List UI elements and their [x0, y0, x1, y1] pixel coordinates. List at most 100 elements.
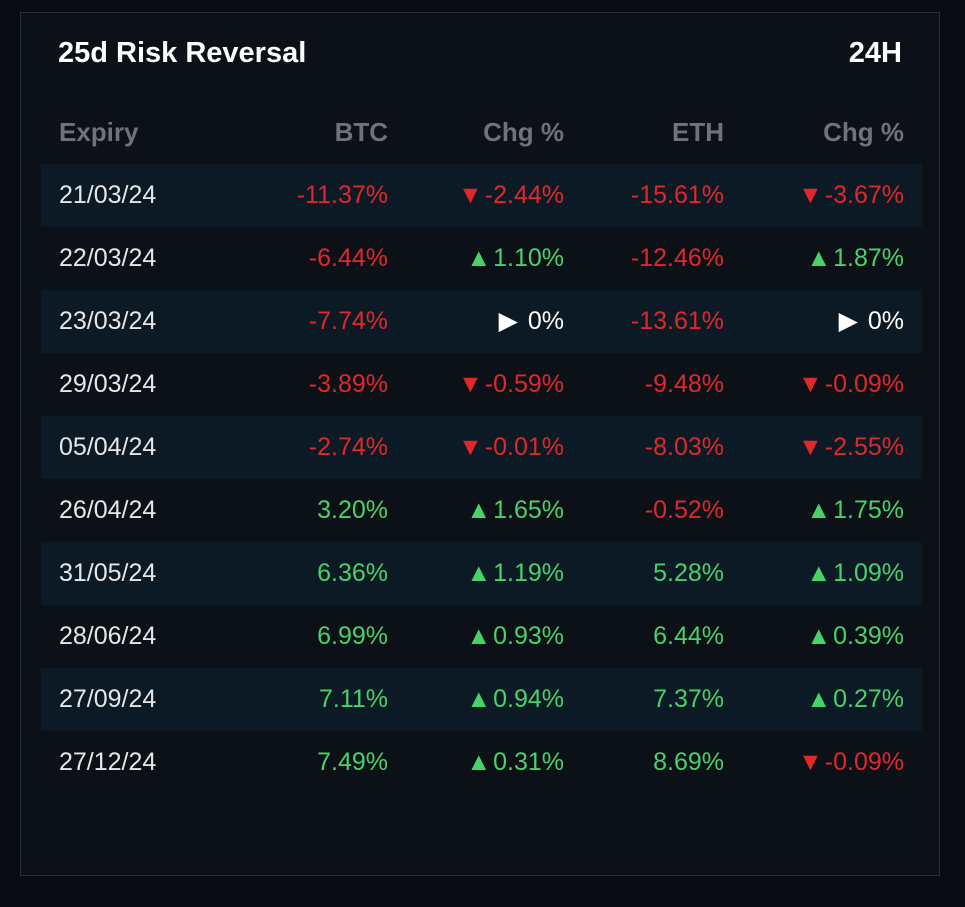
btc-value-cell: -7.74% — [308, 307, 388, 335]
btc-change-cell-text: 1.10% — [493, 244, 564, 272]
eth-change-cell: ▼-0.09% — [798, 731, 904, 794]
triangle-up-icon: ▲ — [806, 622, 832, 650]
btc-change-cell-text: 0.31% — [493, 748, 564, 776]
btc-change-cell: ▼-0.01% — [458, 416, 564, 479]
eth-change-cell-text: 0.27% — [833, 685, 904, 713]
eth-value-cell: 6.44% — [653, 622, 724, 650]
header-btc-change[interactable]: Chg % — [483, 117, 564, 147]
eth-change-cell-text: -0.09% — [824, 370, 904, 398]
btc-value-cell: 7.49% — [317, 748, 388, 776]
eth-change-cell-text: -3.67% — [824, 181, 904, 209]
header-eth[interactable]: ETH — [672, 117, 724, 147]
triangle-up-icon: ▲ — [466, 496, 492, 524]
eth-value-cell: 8.69% — [653, 748, 724, 776]
table-row[interactable]: 21/03/24 -11.37% ▼-2.44% -15.61% ▼-3.67% — [41, 164, 922, 227]
eth-change-cell: ▼-3.67% — [798, 164, 904, 227]
btc-value-cell: 7.11% — [318, 685, 388, 713]
triangle-up-icon: ▲ — [466, 559, 492, 587]
expiry-cell: 31/05/24 — [59, 559, 157, 587]
timeframe-label[interactable]: 24H — [848, 37, 902, 69]
eth-value-cell: -12.46% — [630, 244, 724, 272]
eth-value-cell: -0.52% — [644, 496, 724, 524]
table-row[interactable]: 31/05/24 6.36% ▲1.19% 5.28% ▲1.09% — [41, 542, 922, 605]
eth-change-cell: ▶ 0% — [839, 290, 904, 353]
expiry-cell: 23/03/24 — [59, 307, 157, 335]
triangle-down-icon: ▼ — [798, 748, 823, 776]
triangle-right-icon: ▶ — [498, 307, 518, 335]
table-row[interactable]: 27/09/24 7.11% ▲ 0.94% 7.37% ▲0.27% — [41, 668, 922, 731]
btc-change-cell: ▲1.65% — [466, 479, 564, 542]
expiry-cell: 27/09/24 — [59, 685, 157, 713]
eth-change-cell: ▼-0.09% — [798, 353, 904, 416]
eth-change-cell: ▼-2.55% — [798, 416, 904, 479]
triangle-up-icon: ▲ — [466, 244, 492, 272]
eth-change-cell-text: 1.75% — [833, 496, 904, 524]
table-row[interactable]: 22/03/24 -6.44% ▲1.10% -12.46% ▲1.87% — [41, 227, 922, 290]
btc-change-cell-text: 1.19% — [493, 559, 564, 587]
table-header-row: Expiry BTC Chg % ETH Chg % — [41, 101, 922, 164]
eth-value-cell: -9.48% — [644, 370, 724, 398]
triangle-up-icon: ▲ — [806, 559, 832, 587]
triangle-down-icon: ▼ — [798, 370, 823, 398]
header-expiry[interactable]: Expiry — [59, 117, 139, 147]
btc-change-cell: ▲1.19% — [466, 542, 564, 605]
panel-title: 25d Risk Reversal — [58, 37, 307, 69]
btc-change-cell-text: 1.65% — [493, 496, 564, 524]
eth-change-cell-text: 0.39% — [833, 622, 904, 650]
table-row[interactable]: 05/04/24 -2.74% ▼-0.01% -8.03% ▼-2.55% — [41, 416, 922, 479]
expiry-cell: 29/03/24 — [59, 370, 157, 398]
eth-change-cell: ▲1.09% — [806, 542, 904, 605]
triangle-up-icon: ▲ — [806, 244, 832, 272]
triangle-down-icon: ▼ — [458, 370, 483, 398]
risk-reversal-panel: 25d Risk Reversal 24H Expiry BTC Chg % E… — [20, 12, 940, 876]
expiry-cell: 05/04/24 — [59, 433, 157, 461]
table-row[interactable]: 26/04/24 3.20% ▲1.65% -0.52% ▲1.75% — [41, 479, 922, 542]
eth-change-cell-text: -0.09% — [824, 748, 904, 776]
btc-change-cell-text: 0% — [527, 307, 564, 335]
table-row[interactable]: 27/12/24 7.49% ▲0.31% 8.69% ▼-0.09% — [41, 731, 922, 794]
btc-value-cell: -2.74% — [308, 433, 388, 461]
eth-value-cell: -15.61% — [630, 181, 724, 209]
expiry-cell: 21/03/24 — [59, 181, 157, 209]
triangle-up-icon: ▲ — [466, 622, 492, 650]
btc-change-cell: ▼-0.59% — [458, 353, 564, 416]
btc-change-cell: ▶ 0% — [499, 290, 564, 353]
triangle-up-icon: ▲ — [806, 685, 832, 713]
btc-change-cell-text: -0.01% — [484, 433, 564, 461]
risk-reversal-table: Expiry BTC Chg % ETH Chg % 21/03/24 -11.3… — [41, 101, 922, 794]
expiry-cell: 22/03/24 — [59, 244, 157, 272]
btc-change-cell: ▲0.31% — [466, 731, 564, 794]
btc-change-cell-text: -2.44% — [484, 181, 564, 209]
triangle-up-icon: ▲ — [806, 496, 832, 524]
eth-value-cell: 5.28% — [653, 559, 724, 587]
btc-value-cell: 6.36% — [317, 559, 388, 587]
eth-change-cell-text: 1.09% — [833, 559, 904, 587]
expiry-cell: 27/12/24 — [59, 748, 157, 776]
header-btc[interactable]: BTC — [334, 117, 388, 147]
eth-change-cell-text: 1.87% — [833, 244, 904, 272]
btc-change-cell-text: -0.59% — [484, 370, 564, 398]
triangle-up-icon: ▲ — [466, 748, 492, 776]
table-row[interactable]: 29/03/24 -3.89% ▼-0.59% -9.48% ▼-0.09% — [41, 353, 922, 416]
eth-change-cell-text: 0% — [867, 307, 904, 335]
eth-change-cell: ▲0.39% — [806, 605, 904, 668]
header-eth-change[interactable]: Chg % — [823, 117, 904, 147]
btc-change-cell-text: 0.94% — [493, 685, 564, 713]
btc-value-cell: 3.20% — [317, 496, 388, 524]
triangle-down-icon: ▼ — [798, 433, 823, 461]
expiry-cell: 26/04/24 — [59, 496, 157, 524]
btc-value-cell: -11.37% — [296, 181, 388, 209]
eth-value-cell: 7.37% — [653, 685, 724, 713]
eth-change-cell: ▲0.27% — [806, 668, 904, 731]
btc-value-cell: -6.44% — [308, 244, 388, 272]
btc-change-cell: ▲0.93% — [466, 605, 564, 668]
eth-value-cell: -8.03% — [644, 433, 724, 461]
triangle-right-icon: ▶ — [838, 307, 858, 335]
btc-change-cell: ▼-2.44% — [458, 164, 564, 227]
table-body: 21/03/24 -11.37% ▼-2.44% -15.61% ▼-3.67% 22/0… — [41, 164, 922, 794]
table-row[interactable]: 28/06/24 6.99% ▲0.93% 6.44% ▲0.39% — [41, 605, 922, 668]
triangle-down-icon: ▼ — [458, 181, 483, 209]
btc-change-cell: ▲1.10% — [466, 227, 564, 290]
table-row[interactable]: 23/03/24 -7.74% ▶ 0% -13.61% ▶ 0% — [41, 290, 922, 353]
expiry-cell: 28/06/24 — [59, 622, 157, 650]
